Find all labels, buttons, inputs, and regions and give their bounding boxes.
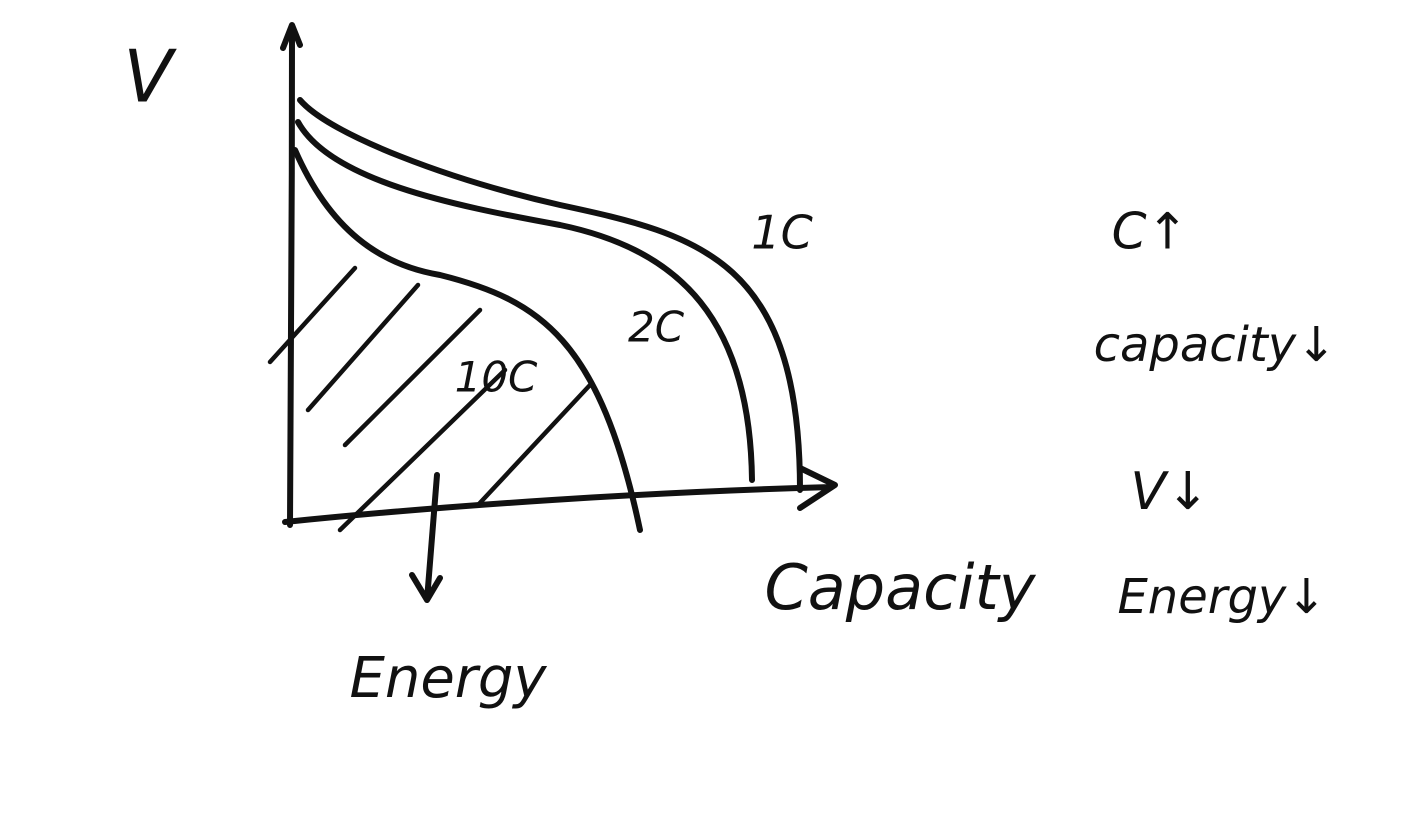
curve-1c — [297, 97, 803, 493]
curve-2c — [295, 119, 755, 483]
energy-arrow — [409, 472, 443, 603]
curve-label: 1C — [751, 206, 812, 260]
curve-label: 10C — [455, 353, 538, 402]
note: V↓ — [1130, 462, 1209, 522]
note: C↑ — [1112, 203, 1189, 261]
y-axis-label: V — [123, 35, 177, 119]
region-label: Energy — [349, 646, 547, 711]
note: Energy↓ — [1117, 569, 1326, 625]
note: capacity↓ — [1094, 317, 1337, 373]
curve-label: 2C — [628, 303, 685, 352]
curve-10c — [292, 147, 643, 533]
y-axis — [280, 22, 303, 528]
hatching — [267, 265, 593, 533]
x-axis-label: Capacity — [765, 551, 1037, 624]
